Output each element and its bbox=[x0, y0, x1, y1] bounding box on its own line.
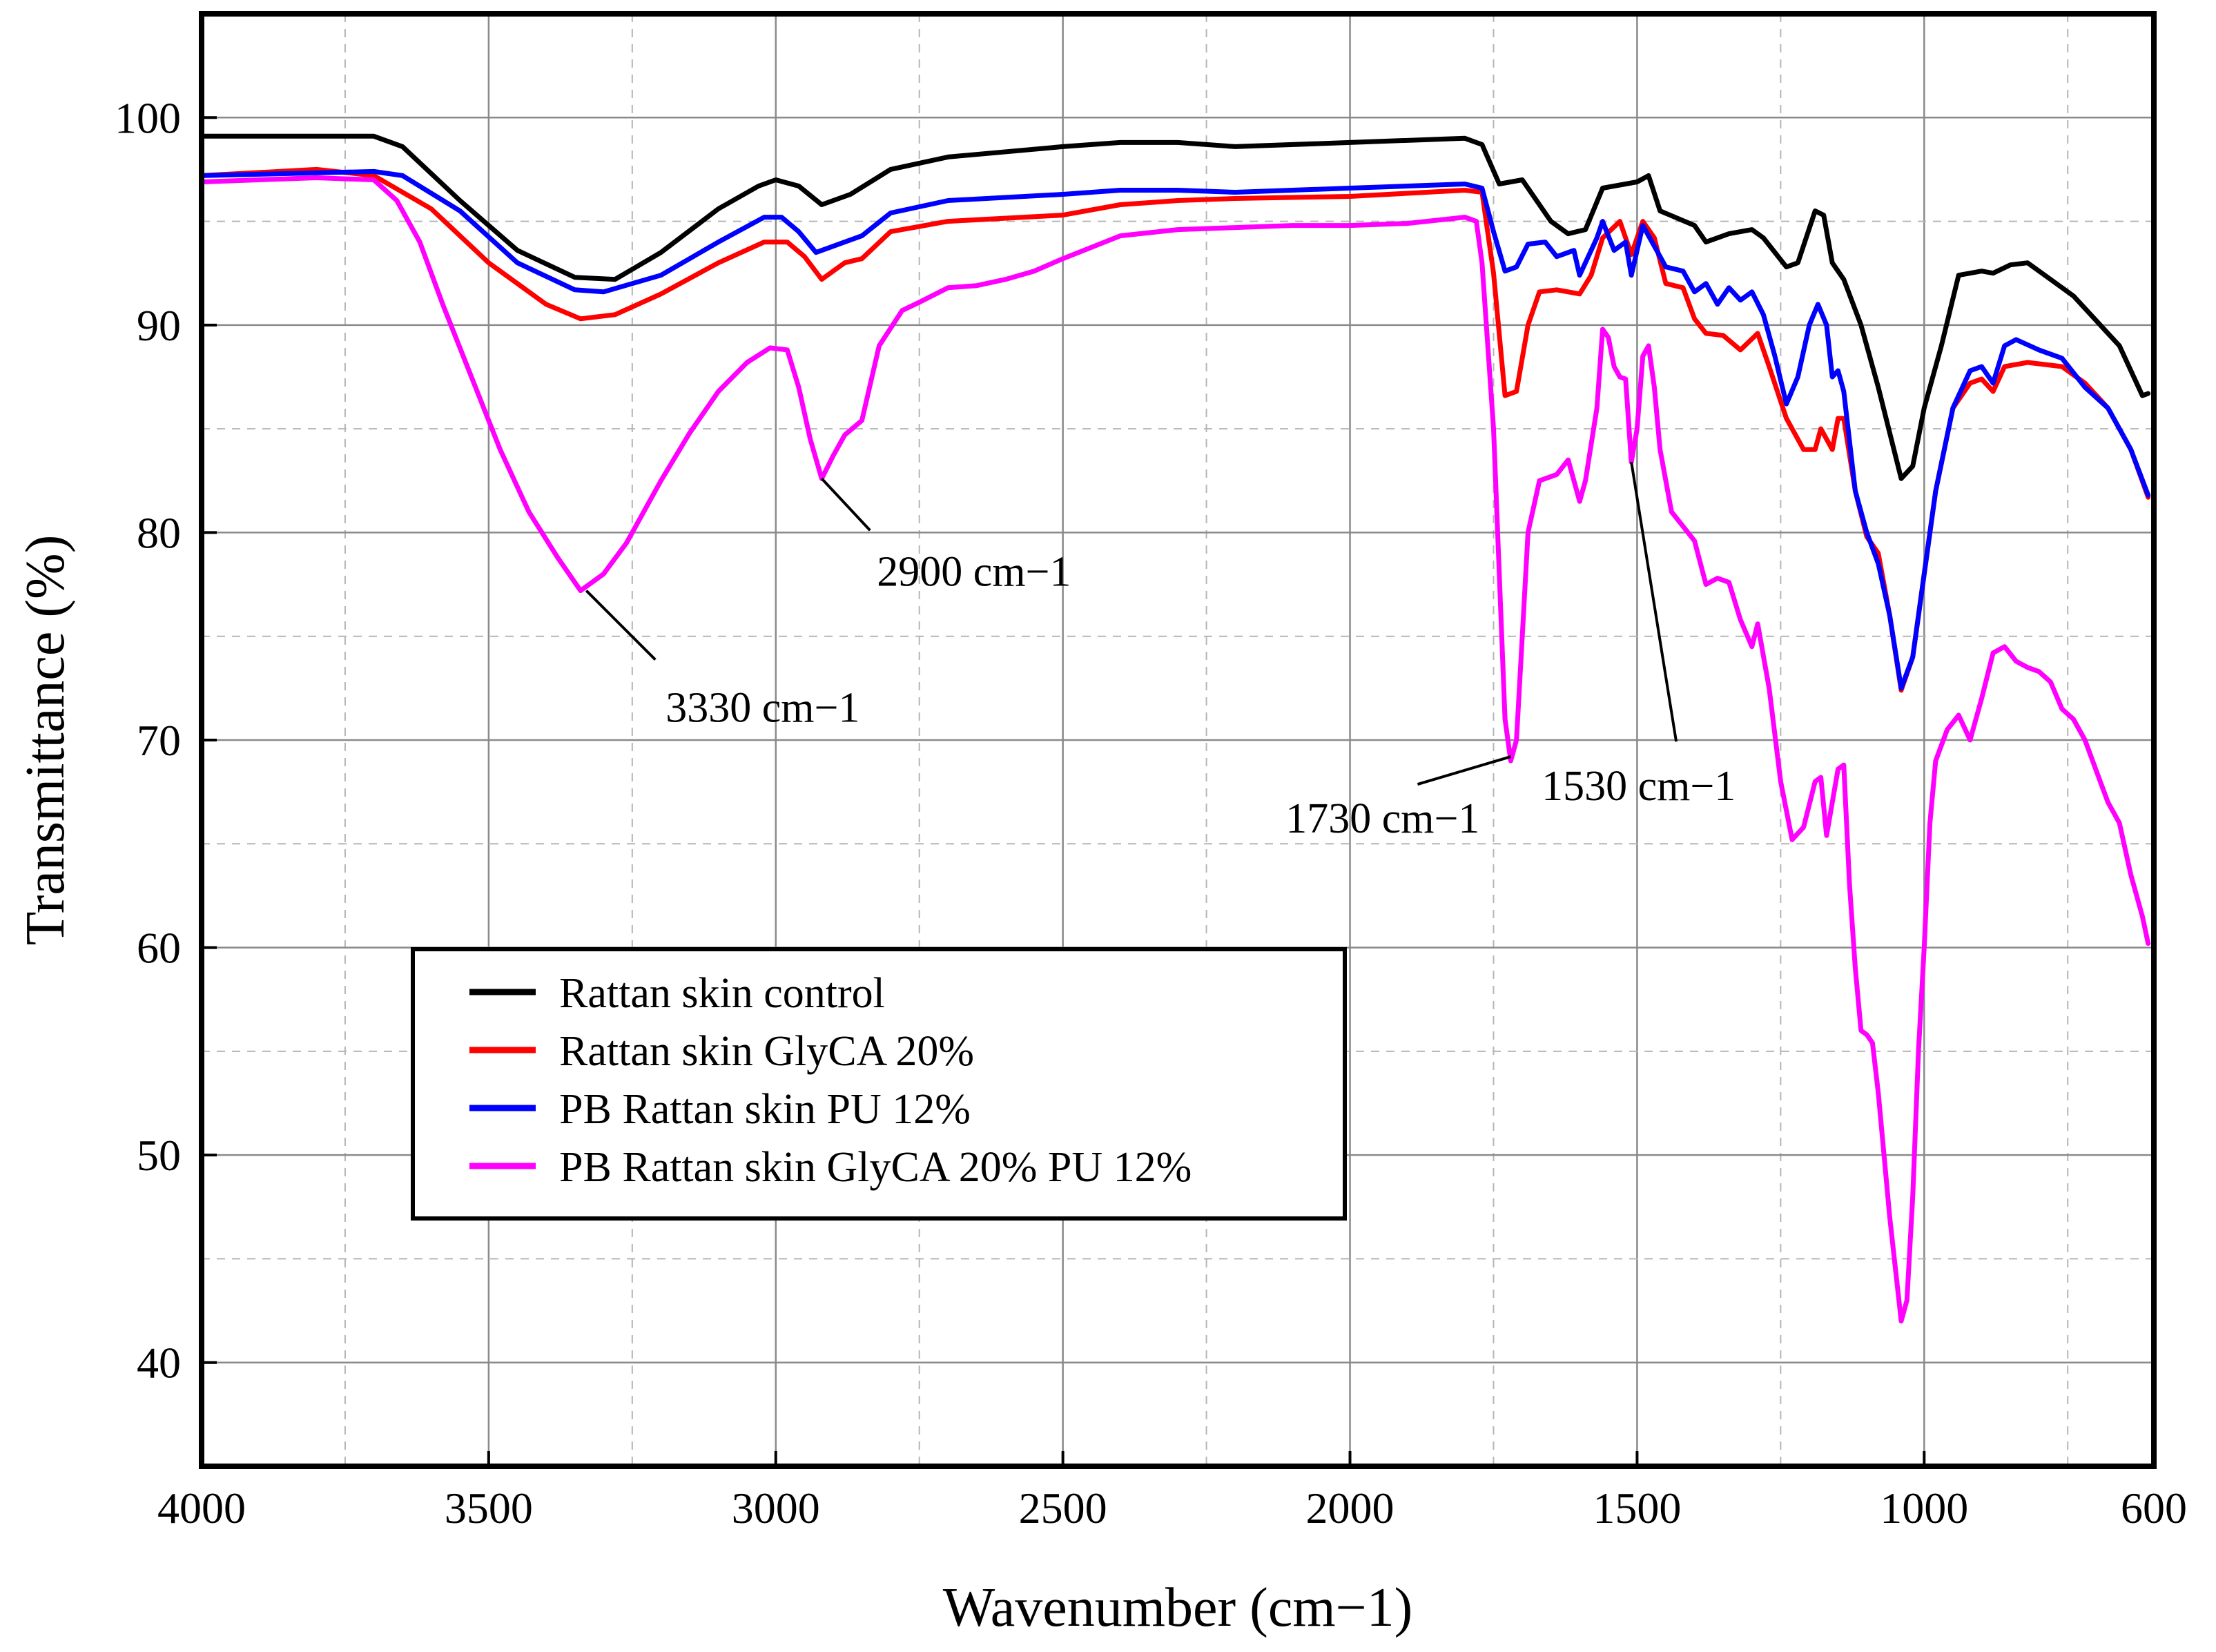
y-tick-label: 70 bbox=[137, 716, 181, 765]
annotation-label: 1530 cm−1 bbox=[1542, 763, 1736, 810]
y-tick-label: 50 bbox=[137, 1131, 181, 1180]
x-tick-label: 1500 bbox=[1593, 1484, 1681, 1533]
x-tick-label: 2500 bbox=[1019, 1484, 1107, 1533]
legend-entry: Rattan skin control bbox=[559, 970, 885, 1017]
x-axis-ticks: 4000 3500 3000 2500 2000 1500 1000 600 bbox=[157, 1451, 2187, 1533]
annotation-label: 2900 cm−1 bbox=[877, 548, 1071, 595]
series-line-4 bbox=[199, 175, 2151, 1324]
y-tick-label: 90 bbox=[137, 301, 181, 350]
series-line-3 bbox=[199, 168, 2151, 691]
x-tick-label: 3000 bbox=[732, 1484, 820, 1533]
legend-entry: Rattan skin GlyCA 20% bbox=[559, 1028, 974, 1075]
x-tick-label: 600 bbox=[2121, 1484, 2187, 1533]
x-axis-title: Wavenumber (cm−1) bbox=[943, 1577, 1413, 1638]
series-lines bbox=[199, 133, 2151, 1324]
y-tick-label: 80 bbox=[137, 508, 181, 557]
annotation-label: 3330 cm−1 bbox=[665, 685, 859, 732]
annotations: 3330 cm−1 2900 cm−1 1730 cm−1 1530 cm−1 bbox=[585, 461, 1736, 842]
y-tick-label: 100 bbox=[115, 93, 181, 142]
legend-box bbox=[411, 947, 1347, 1221]
legend-entry: PB Rattan skin PU 12% bbox=[559, 1086, 971, 1133]
y-axis-ticks: 40 50 60 70 80 90 100 bbox=[115, 93, 217, 1388]
annotation-leader bbox=[585, 590, 657, 661]
annotation-leader bbox=[1417, 755, 1511, 786]
annotation-leader bbox=[820, 477, 871, 532]
legend-entry: PB Rattan skin GlyCA 20% PU 12% bbox=[559, 1144, 1192, 1191]
x-tick-label: 2000 bbox=[1306, 1484, 1394, 1533]
x-tick-label: 4000 bbox=[157, 1484, 246, 1533]
legend: Rattan skin control Rattan skin GlyCA 20%… bbox=[411, 947, 1347, 1221]
series-line-1 bbox=[199, 133, 2151, 481]
annotation-leader bbox=[1630, 461, 1678, 742]
annotation-label: 1730 cm−1 bbox=[1285, 795, 1479, 842]
x-tick-label: 1000 bbox=[1880, 1484, 1968, 1533]
x-tick-label: 3500 bbox=[445, 1484, 533, 1533]
y-tick-label: 60 bbox=[137, 924, 181, 973]
y-axis-title: Transmittance (%) bbox=[15, 535, 76, 946]
y-tick-label: 40 bbox=[137, 1339, 181, 1388]
